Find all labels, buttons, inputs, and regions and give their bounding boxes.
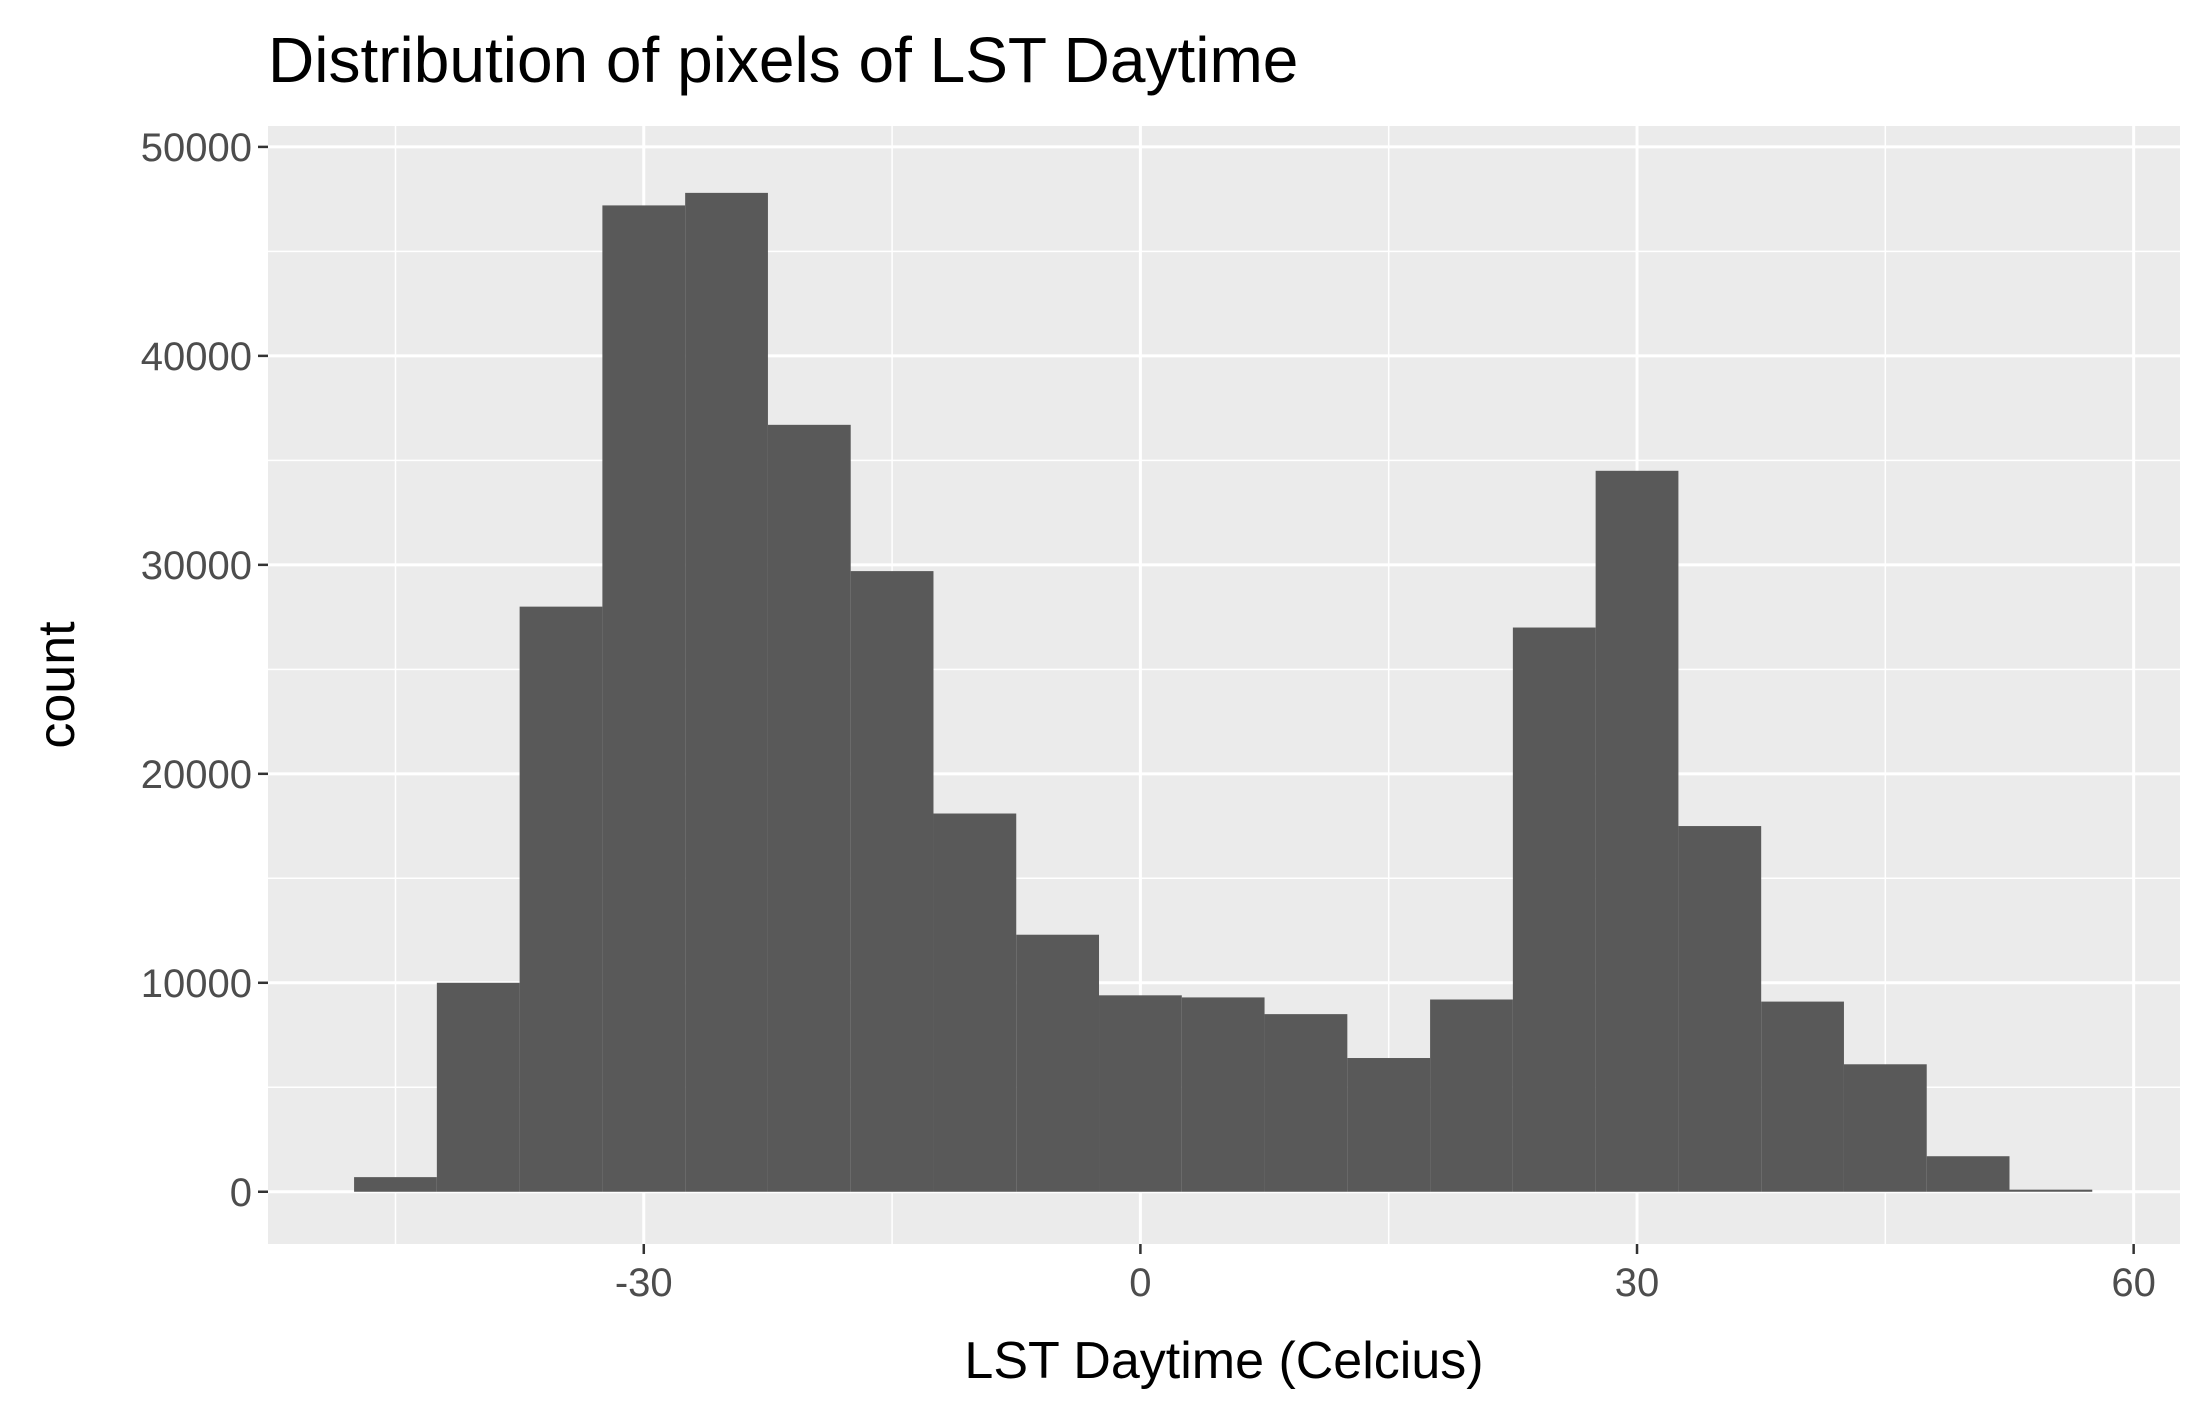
histogram-bar (1347, 1058, 1431, 1192)
y-tick-label: 50000 (141, 126, 252, 170)
histogram-bar (1430, 999, 1513, 1192)
histogram-bar (1926, 1156, 2010, 1192)
histogram-bars (354, 192, 2093, 1192)
histogram-bar (1512, 627, 1596, 1192)
x-tick-label: 60 (2111, 1261, 2156, 1305)
histogram-bar (436, 982, 520, 1192)
y-axis: 0 10000 20000 30000 40000 50000 (141, 126, 268, 1215)
y-tick-label: 20000 (141, 753, 252, 797)
histogram-bar (767, 424, 851, 1192)
histogram-bar (1264, 1014, 1348, 1192)
histogram-bar (1595, 470, 1679, 1192)
chart-title: Distribution of pixels of LST Daytime (268, 24, 1298, 96)
histogram-bar (685, 192, 768, 1192)
histogram-bar (354, 1177, 437, 1192)
histogram-bar (850, 571, 934, 1192)
histogram-bar (1678, 826, 1762, 1192)
histogram-bar (1843, 1064, 1927, 1192)
histogram-bar (1761, 1001, 1844, 1192)
y-tick-label: 10000 (141, 962, 252, 1006)
histogram-bar (1099, 995, 1182, 1192)
x-tick-label: -30 (615, 1261, 673, 1305)
y-tick-label: 40000 (141, 335, 252, 379)
histogram-bar (519, 606, 603, 1192)
histogram-bar (2009, 1189, 2093, 1192)
x-tick-label: 0 (1129, 1261, 1151, 1305)
histogram-bar (602, 205, 686, 1192)
y-tick-label: 30000 (141, 544, 252, 588)
histogram-bar (1016, 934, 1100, 1192)
x-axis-title: LST Daytime (Celcius) (964, 1332, 1483, 1390)
histogram-bar (1181, 997, 1265, 1192)
x-axis: -30 0 30 60 (615, 1244, 2156, 1305)
histogram-bar (933, 813, 1017, 1192)
y-axis-title: count (28, 621, 86, 749)
y-tick-label: 0 (230, 1171, 252, 1215)
x-tick-label: 30 (1615, 1261, 1660, 1305)
